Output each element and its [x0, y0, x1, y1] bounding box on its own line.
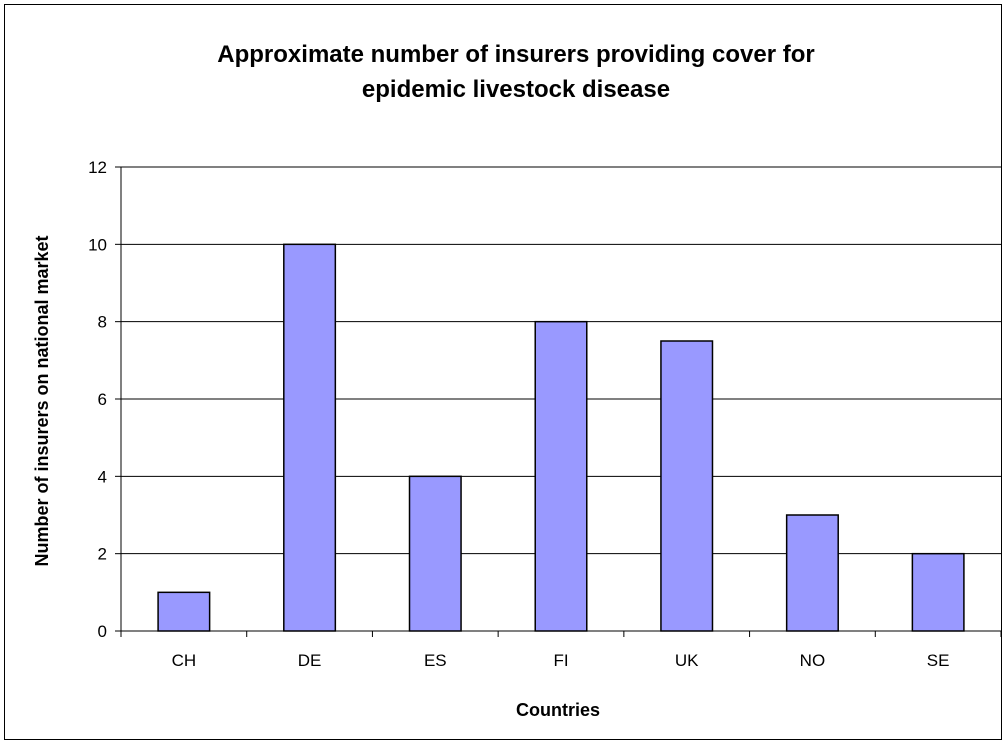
bar-uk: [660, 340, 714, 632]
y-tick-label: 0: [98, 622, 107, 641]
bars: [157, 243, 965, 632]
x-tick-label: FI: [553, 651, 568, 670]
bar-chart: Approximate number of insurers providing…: [32, 41, 1002, 720]
y-tick-labels: 0 2 4 6 8 10 12: [88, 158, 107, 641]
x-tick-label: SE: [927, 651, 950, 670]
chart-frame: Approximate number of insurers providing…: [4, 4, 1002, 740]
y-tick-label: 10: [88, 235, 107, 254]
chart-title-line-1: Approximate number of insurers providing…: [217, 41, 814, 68]
y-tick-label: 2: [98, 545, 107, 564]
x-tick-label: UK: [675, 651, 699, 670]
y-axis-title: Number of insurers on national market: [32, 235, 52, 566]
axes: [115, 166, 1002, 637]
x-tick-label: ES: [424, 651, 447, 670]
y-tick-label: 12: [88, 158, 107, 177]
x-tick-label: NO: [800, 651, 826, 670]
bar-ch: [157, 591, 211, 632]
bar-de: [283, 243, 337, 632]
bar-no: [785, 514, 839, 632]
bar-se: [911, 552, 965, 632]
x-tick-label: DE: [298, 651, 322, 670]
y-tick-label: 8: [98, 313, 107, 332]
x-tick-labels: CH DE ES FI UK NO SE: [172, 651, 950, 670]
y-tick-label: 4: [98, 467, 107, 486]
bar-fi: [534, 320, 588, 632]
chart-title-line-2: epidemic livestock disease: [362, 76, 670, 103]
y-tick-label: 6: [98, 390, 107, 409]
x-axis-title: Countries: [516, 700, 600, 720]
bar-es: [408, 475, 462, 632]
x-tick-label: CH: [172, 651, 197, 670]
